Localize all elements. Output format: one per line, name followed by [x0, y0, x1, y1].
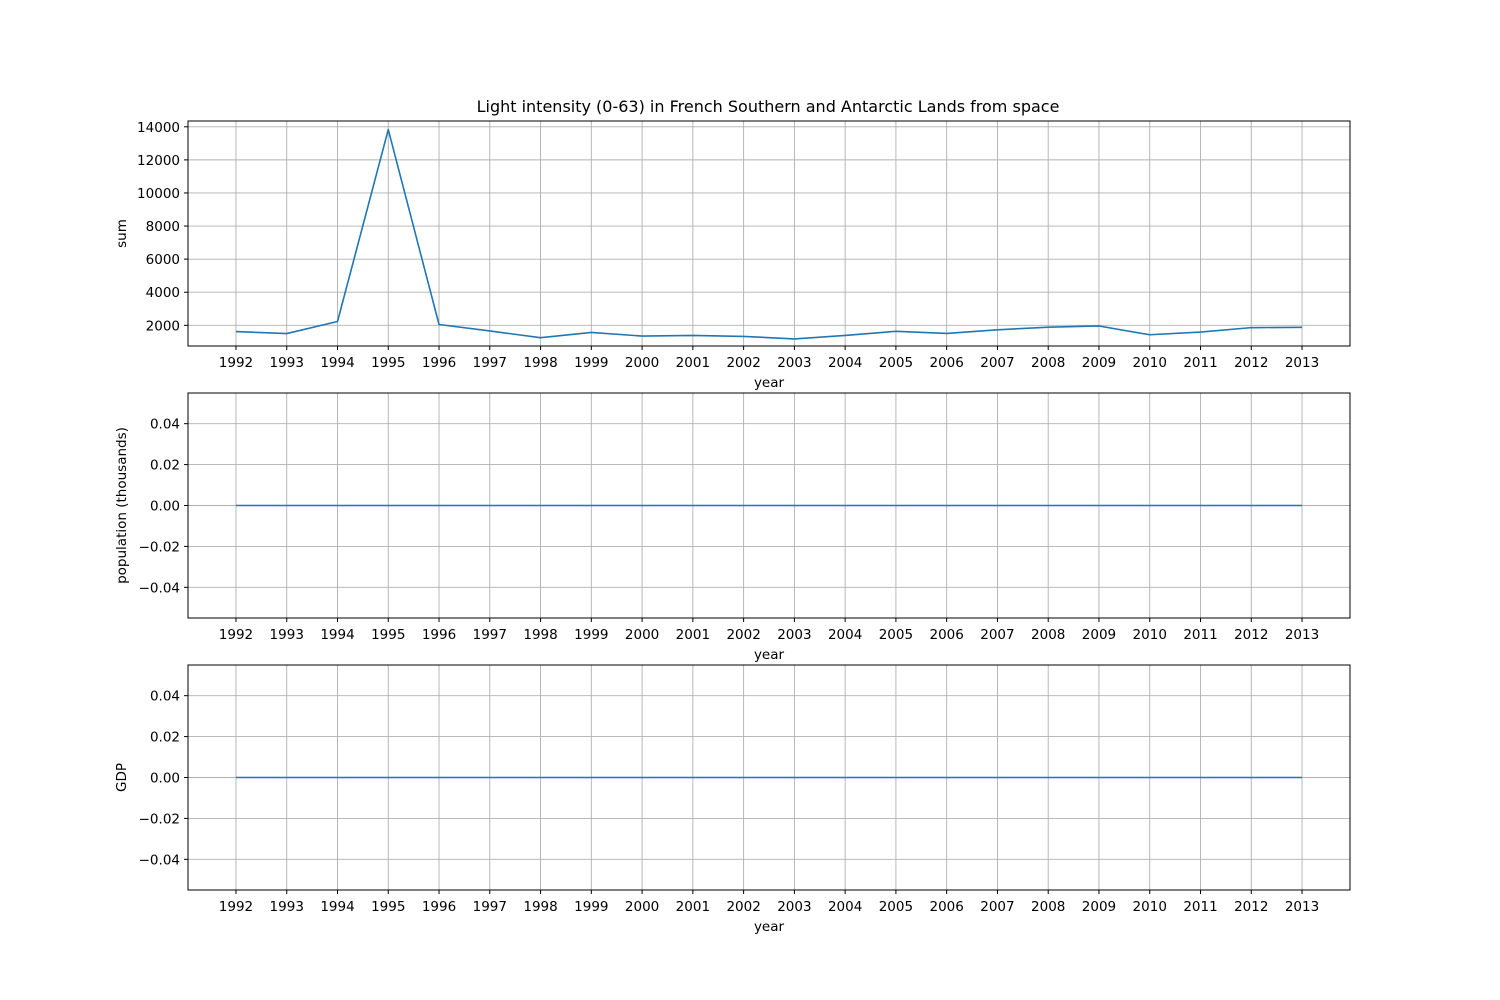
population-x-tick-label: 2009 — [1082, 627, 1116, 643]
population-x-tick-label: 2011 — [1183, 627, 1217, 643]
population-x-tick-label: 2002 — [726, 627, 760, 643]
sum-y-tick-label: 8000 — [146, 219, 180, 235]
population-x-tick-label: 2006 — [929, 627, 963, 643]
population-x-axis-label: year — [754, 647, 785, 663]
gdp-x-tick-label: 1996 — [422, 899, 456, 915]
subplot-gdp: 1992 1993 1994 1995 1996 1997 1998 1999 2000 2001… — [114, 664, 1351, 935]
sum-x-tick-label: 1996 — [422, 355, 456, 371]
population-x-tick-label: 1994 — [320, 627, 354, 643]
sum-x-tick-label: 2011 — [1183, 355, 1217, 371]
population-x-tick-label: 2008 — [1031, 627, 1065, 643]
gdp-x-tick-label: 2008 — [1031, 899, 1065, 915]
population-x-tick-label: 1995 — [371, 627, 405, 643]
sum-y-tick-label: 4000 — [146, 285, 180, 301]
sum-x-tick-label: 2009 — [1082, 355, 1116, 371]
sum-y-tick-label: 6000 — [146, 252, 180, 268]
population-x-tick-label: 2005 — [879, 627, 913, 643]
sum-x-tick-label: 2012 — [1234, 355, 1268, 371]
sum-x-tick-label: 1999 — [574, 355, 608, 371]
population-x-tick-label: 1999 — [574, 627, 608, 643]
subplot-light-intensity: 1992 1993 1994 1995 1996 1997 1998 1999 2000 2001… — [114, 120, 1351, 391]
gdp-y-tick-label: 0.02 — [150, 730, 180, 746]
sum-x-tick-label: 2002 — [726, 355, 760, 371]
sum-x-tick-label: 2006 — [929, 355, 963, 371]
gdp-x-tick-label: 1992 — [219, 899, 253, 915]
sum-x-tick-label: 2008 — [1031, 355, 1065, 371]
gdp-x-tick-label: 2005 — [879, 899, 913, 915]
sum-y-axis-label: sum — [114, 219, 130, 248]
population-y-tick-label: 0.00 — [150, 499, 180, 515]
gdp-x-tick-label: 1997 — [473, 899, 507, 915]
gdp-x-tick-label: 1998 — [523, 899, 557, 915]
chart-title: Light intensity (0-63) in French Souther… — [477, 97, 1060, 116]
gdp-x-tick-label: 2009 — [1082, 899, 1116, 915]
population-x-tick-label: 2003 — [777, 627, 811, 643]
sum-x-tick-label: 2003 — [777, 355, 811, 371]
sum-x-tick-label: 1997 — [473, 355, 507, 371]
population-y-tick-label: −0.04 — [139, 580, 180, 596]
sum-y-tick-label: 12000 — [137, 153, 180, 169]
population-y-tick-label: −0.02 — [139, 539, 180, 555]
sum-x-tick-label: 1993 — [270, 355, 304, 371]
sum-x-tick-label: 1994 — [320, 355, 354, 371]
population-x-tick-label: 1997 — [473, 627, 507, 643]
population-y-axis-label: population (thousands) — [114, 427, 130, 584]
gdp-x-tick-label: 1993 — [270, 899, 304, 915]
population-y-tick-label: 0.04 — [150, 417, 180, 433]
population-x-tick-label: 1996 — [422, 627, 456, 643]
population-x-tick-label: 2007 — [980, 627, 1014, 643]
population-x-tick-label: 1992 — [219, 627, 253, 643]
sum-gridlines — [188, 121, 1350, 346]
population-x-tick-label: 2000 — [625, 627, 659, 643]
sum-y-tick-label: 14000 — [137, 120, 180, 136]
gdp-y-tick-label: 0.04 — [150, 689, 180, 705]
gdp-x-tick-label: 2010 — [1133, 899, 1167, 915]
sum-x-tick-label: 1998 — [523, 355, 557, 371]
sum-x-tick-label: 2007 — [980, 355, 1014, 371]
sum-series-line — [235, 128, 1303, 340]
sum-x-tick-label: 2000 — [625, 355, 659, 371]
gdp-x-tick-label: 1995 — [371, 899, 405, 915]
sum-x-tick-label: 1992 — [219, 355, 253, 371]
gdp-x-axis-label: year — [754, 919, 785, 935]
sum-axes-frame — [187, 120, 1351, 347]
gdp-x-tick-label: 2011 — [1183, 899, 1217, 915]
population-x-tick-label: 2004 — [828, 627, 862, 643]
gdp-x-tick-label: 2013 — [1285, 899, 1319, 915]
gdp-y-tick-label: 0.00 — [150, 771, 180, 787]
gdp-x-tick-label: 2004 — [828, 899, 862, 915]
population-x-tick-label: 2012 — [1234, 627, 1268, 643]
sum-x-axis-label: year — [754, 375, 785, 391]
subplot-population: 1992 1993 1994 1995 1996 1997 1998 1999 2000 2001… — [114, 392, 1351, 663]
gdp-x-tick-label: 2012 — [1234, 899, 1268, 915]
population-x-tick-label: 2001 — [676, 627, 710, 643]
population-y-tick-label: 0.02 — [150, 458, 180, 474]
gdp-x-tick-label: 2001 — [676, 899, 710, 915]
gdp-y-tick-label: −0.04 — [139, 852, 180, 868]
gdp-x-tick-label: 2006 — [929, 899, 963, 915]
sum-y-tick-label: 10000 — [137, 186, 180, 202]
gdp-x-tick-label: 2002 — [726, 899, 760, 915]
population-x-tick-label: 1993 — [270, 627, 304, 643]
gdp-x-tick-label: 2000 — [625, 899, 659, 915]
gdp-x-tick-label: 1994 — [320, 899, 354, 915]
population-x-tick-label: 1998 — [523, 627, 557, 643]
population-x-tick-label: 2013 — [1285, 627, 1319, 643]
gdp-y-axis-label: GDP — [114, 763, 130, 792]
gdp-x-tick-label: 1999 — [574, 899, 608, 915]
sum-x-tick-label: 2013 — [1285, 355, 1319, 371]
population-x-tick-label: 2010 — [1133, 627, 1167, 643]
sum-x-tick-label: 2001 — [676, 355, 710, 371]
gdp-x-tick-label: 2007 — [980, 899, 1014, 915]
gdp-y-tick-label: −0.02 — [139, 811, 180, 827]
gdp-x-tick-label: 2003 — [777, 899, 811, 915]
sum-x-tick-label: 2005 — [879, 355, 913, 371]
sum-x-tick-label: 1995 — [371, 355, 405, 371]
sum-x-tick-label: 2010 — [1133, 355, 1167, 371]
sum-x-tick-label: 2004 — [828, 355, 862, 371]
sum-y-tick-label: 2000 — [146, 318, 180, 334]
